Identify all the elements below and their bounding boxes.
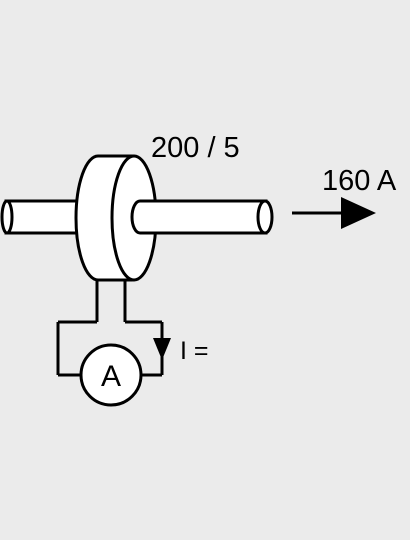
secondary-label: I = <box>180 337 209 365</box>
secondary-current-arrow-icon <box>153 338 171 360</box>
conductor-right <box>130 199 274 235</box>
ct-core <box>74 154 158 282</box>
current-arrow-icon <box>292 197 376 229</box>
ratio-label: 200 / 5 <box>151 132 240 164</box>
ammeter-icon <box>79 343 143 407</box>
current-label: 160 A <box>322 165 397 197</box>
conductor-left <box>0 199 84 235</box>
meter-label: A <box>101 360 121 393</box>
